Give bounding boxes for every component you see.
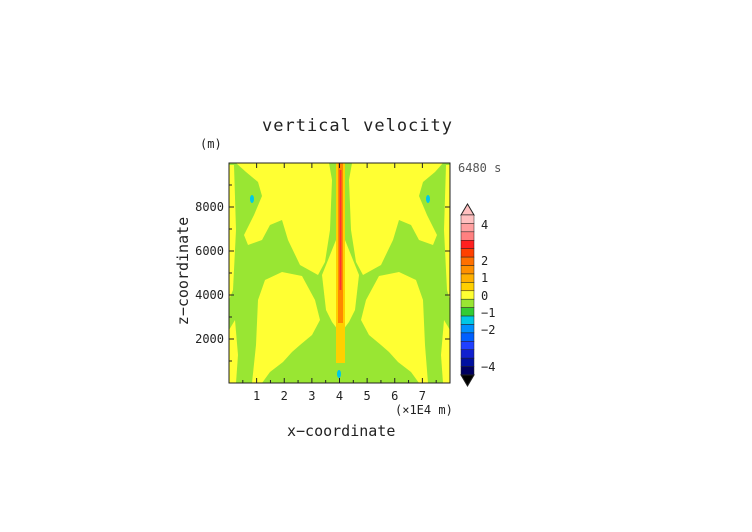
colorbar-label: 1 — [481, 271, 488, 285]
positive-region-left-edge — [229, 165, 236, 300]
positive-region-right-lower — [361, 272, 428, 383]
time-label: 6480 s — [458, 161, 502, 175]
negative-spot-bottom — [337, 370, 341, 378]
chart-title: vertical velocity — [262, 116, 453, 136]
y-ticks: 2000 4000 6000 8000 — [195, 184, 450, 362]
y-tick-label: 6000 — [195, 244, 224, 258]
colorbar-label: 2 — [481, 254, 488, 268]
colorbar-label: −2 — [481, 323, 495, 337]
x-axis-unit: (×1E4 m) — [395, 403, 453, 417]
contour-field — [229, 163, 450, 383]
positive-region-center-right — [343, 240, 359, 330]
colorbar-bin — [460, 349, 475, 359]
positive-region-right-upper — [349, 163, 443, 275]
y-tick-label: 4000 — [195, 288, 224, 302]
colorbar-bin — [460, 265, 475, 275]
colorbar-bin — [460, 366, 475, 376]
positive-region-center-left — [322, 240, 338, 330]
x-tick-label: 2 — [281, 389, 288, 403]
x-tick-label: 5 — [364, 389, 371, 403]
colorbar-bin — [460, 273, 475, 283]
y-tick-label: 2000 — [195, 332, 224, 346]
colorbar-bin — [460, 223, 475, 233]
colorbar-bin — [460, 298, 475, 308]
colorbar-bin — [460, 248, 475, 258]
colorbar-bin — [460, 357, 475, 367]
positive-region-right-bottom-edge — [441, 320, 450, 383]
x-tick-label: 7 — [419, 389, 426, 403]
colorbar-bin — [460, 332, 475, 342]
colorbar-bin — [460, 240, 475, 249]
colorbar: 4 2 1 0 −1 −2 −4 — [460, 203, 495, 387]
colorbar-bin — [460, 290, 475, 300]
colorbar-label: 0 — [481, 289, 488, 303]
colorbar-bin — [460, 282, 475, 292]
x-tick-label: 6 — [391, 389, 398, 403]
x-tick-label: 3 — [308, 389, 315, 403]
positive-region-left-bottom-edge — [229, 320, 238, 383]
negative-spot-left — [250, 195, 254, 203]
colorbar-bin — [460, 341, 475, 350]
colorbar-top-arrow — [460, 203, 475, 216]
positive-region-right-edge — [444, 165, 450, 300]
positive-region-left-upper — [236, 163, 332, 275]
x-tick-label: 4 — [336, 389, 343, 403]
x-ticks: 1 2 3 4 5 6 7 — [242, 163, 437, 403]
colorbar-label: −1 — [481, 306, 495, 320]
negative-spot-right — [426, 195, 430, 203]
colorbar-label: 4 — [481, 218, 488, 232]
y-axis-unit: (m) — [200, 137, 222, 151]
colorbar-bin — [460, 315, 475, 325]
colorbar-label: −4 — [481, 360, 495, 374]
colorbar-bin — [460, 324, 475, 334]
x-tick-label: 1 — [253, 389, 260, 403]
colorbar-bin — [460, 231, 475, 241]
colorbar-bin — [460, 307, 475, 317]
y-tick-label: 8000 — [195, 200, 224, 214]
colorbar-bin — [460, 214, 475, 224]
x-axis-label: x−coordinate — [287, 422, 396, 440]
positive-region-left-lower — [252, 272, 320, 383]
colorbar-bottom-arrow — [460, 374, 475, 387]
updraft-core-peak — [339, 170, 342, 290]
colorbar-bin — [460, 256, 475, 266]
